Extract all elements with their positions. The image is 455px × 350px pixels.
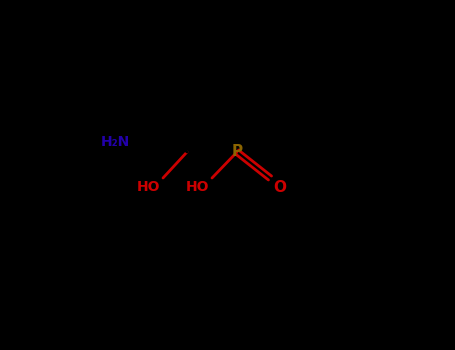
Text: O: O (273, 180, 286, 195)
Text: P: P (232, 145, 243, 160)
Text: H₂N: H₂N (101, 135, 130, 149)
Text: HO: HO (136, 180, 160, 194)
Text: HO: HO (186, 180, 209, 194)
